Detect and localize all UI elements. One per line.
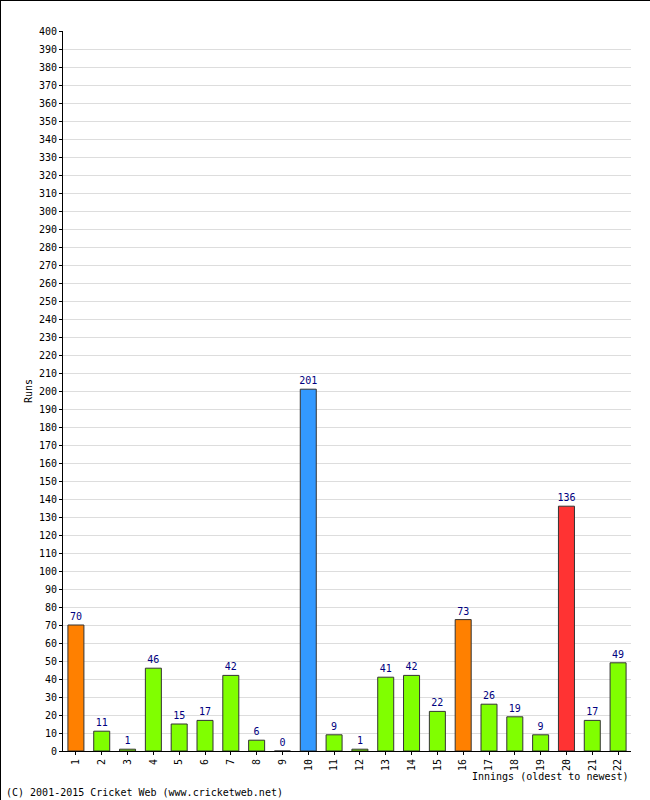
svg-text:160: 160 [39, 458, 57, 469]
svg-text:30: 30 [45, 692, 57, 703]
svg-text:6: 6 [199, 759, 210, 765]
svg-text:370: 370 [39, 80, 57, 91]
svg-text:110: 110 [39, 548, 57, 559]
svg-text:270: 270 [39, 260, 57, 271]
svg-text:10: 10 [303, 759, 314, 771]
svg-text:15: 15 [432, 759, 443, 771]
svg-text:1: 1 [70, 759, 81, 765]
svg-text:10: 10 [45, 728, 57, 739]
svg-text:42: 42 [406, 661, 418, 672]
svg-text:0: 0 [51, 746, 57, 757]
svg-text:17: 17 [483, 759, 494, 771]
svg-text:42: 42 [225, 661, 237, 672]
svg-text:20: 20 [45, 710, 57, 721]
svg-text:0: 0 [279, 737, 285, 748]
svg-text:Runs: Runs [23, 379, 34, 403]
svg-text:310: 310 [39, 188, 57, 199]
svg-text:21: 21 [587, 759, 598, 771]
svg-text:80: 80 [45, 602, 57, 613]
svg-text:290: 290 [39, 224, 57, 235]
svg-text:300: 300 [39, 206, 57, 217]
svg-text:200: 200 [39, 386, 57, 397]
svg-text:400: 400 [39, 26, 57, 37]
svg-text:350: 350 [39, 116, 57, 127]
svg-text:150: 150 [39, 476, 57, 487]
svg-text:70: 70 [70, 611, 82, 622]
svg-text:390: 390 [39, 44, 57, 55]
svg-text:1: 1 [357, 735, 363, 746]
svg-text:22: 22 [431, 697, 443, 708]
svg-text:120: 120 [39, 530, 57, 541]
svg-text:19: 19 [509, 703, 521, 714]
svg-text:280: 280 [39, 242, 57, 253]
svg-text:170: 170 [39, 440, 57, 451]
svg-text:26: 26 [483, 690, 495, 701]
svg-text:46: 46 [147, 654, 159, 665]
svg-text:70: 70 [45, 620, 57, 631]
svg-text:4: 4 [148, 759, 159, 765]
svg-text:19: 19 [535, 759, 546, 771]
svg-text:210: 210 [39, 368, 57, 379]
svg-text:9: 9 [538, 721, 544, 732]
svg-text:220: 220 [39, 350, 57, 361]
svg-text:13: 13 [380, 759, 391, 771]
svg-text:250: 250 [39, 296, 57, 307]
svg-text:380: 380 [39, 62, 57, 73]
svg-text:136: 136 [557, 492, 575, 503]
svg-text:17: 17 [199, 706, 211, 717]
svg-text:9: 9 [277, 759, 288, 765]
svg-text:73: 73 [457, 606, 469, 617]
svg-text:22: 22 [612, 759, 623, 771]
svg-text:201: 201 [299, 375, 317, 386]
svg-text:240: 240 [39, 314, 57, 325]
svg-text:2: 2 [96, 759, 107, 765]
svg-text:230: 230 [39, 332, 57, 343]
svg-text:5: 5 [173, 759, 184, 765]
svg-text:60: 60 [45, 638, 57, 649]
svg-text:15: 15 [173, 710, 185, 721]
svg-text:20: 20 [561, 759, 572, 771]
svg-text:(C) 2001-2015 Cricket Web (www: (C) 2001-2015 Cricket Web (www.cricketwe… [6, 787, 283, 798]
svg-text:7: 7 [225, 759, 236, 765]
svg-text:320: 320 [39, 170, 57, 181]
svg-text:9: 9 [331, 721, 337, 732]
svg-text:360: 360 [39, 98, 57, 109]
svg-text:14: 14 [406, 759, 417, 771]
svg-text:17: 17 [586, 706, 598, 717]
svg-text:18: 18 [509, 759, 520, 771]
svg-text:330: 330 [39, 152, 57, 163]
svg-text:8: 8 [251, 759, 262, 765]
svg-text:1: 1 [125, 735, 131, 746]
svg-text:3: 3 [122, 759, 133, 765]
svg-text:130: 130 [39, 512, 57, 523]
svg-text:190: 190 [39, 404, 57, 415]
svg-text:12: 12 [354, 759, 365, 771]
svg-text:180: 180 [39, 422, 57, 433]
svg-text:40: 40 [45, 674, 57, 685]
svg-text:49: 49 [612, 649, 624, 660]
svg-text:140: 140 [39, 494, 57, 505]
svg-text:90: 90 [45, 584, 57, 595]
svg-text:100: 100 [39, 566, 57, 577]
svg-text:Innings (oldest to newest): Innings (oldest to newest) [472, 771, 629, 782]
svg-text:6: 6 [254, 726, 260, 737]
svg-text:50: 50 [45, 656, 57, 667]
svg-text:41: 41 [380, 663, 392, 674]
svg-text:11: 11 [328, 759, 339, 771]
svg-text:260: 260 [39, 278, 57, 289]
svg-text:11: 11 [96, 717, 108, 728]
svg-text:16: 16 [457, 759, 468, 771]
svg-text:340: 340 [39, 134, 57, 145]
